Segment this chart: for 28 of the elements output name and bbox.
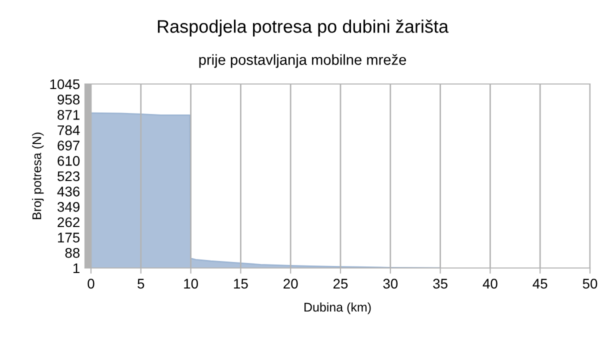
y-tick-label: 436 (57, 186, 80, 197)
y-tick-label: 523 (58, 171, 80, 182)
x-tick-label: 5 (138, 278, 144, 289)
x-axis-title: Dubina (km) (304, 302, 371, 314)
y-tick-label: 262 (58, 217, 80, 228)
y-tick-label: 871 (58, 110, 80, 120)
x-tick-label: 50 (582, 278, 598, 289)
chart-subtitle: prije postavljanja mobilne mreže (199, 54, 406, 68)
y-tick-label: 1 (73, 263, 80, 274)
x-tick-label: 10 (184, 278, 198, 289)
x-tick-label: 25 (333, 278, 348, 289)
y-tick-label: 349 (58, 202, 80, 212)
y-tick-label: 175 (58, 232, 80, 243)
y-axis-title: Broj potresa (N) (32, 132, 44, 220)
y-tick-label: 697 (58, 140, 80, 151)
x-tick-label: 45 (532, 278, 548, 289)
y-tick-label: 958 (58, 94, 80, 105)
y-tick-label: 88 (65, 248, 80, 258)
x-tick-label: 20 (284, 278, 298, 289)
x-tick-label: 0 (88, 278, 94, 289)
x-tick-label: 15 (234, 278, 248, 289)
x-tick-label: 40 (482, 278, 498, 289)
x-tick-label: 35 (433, 278, 448, 289)
y-tick-label: 784 (58, 125, 80, 136)
y-tick-label: 1045 (50, 79, 80, 90)
y-tick-label: 610 (58, 156, 80, 166)
x-tick-label: 30 (383, 278, 398, 289)
chart-title: Raspodjela potresa po dubini žarišta (158, 20, 449, 36)
